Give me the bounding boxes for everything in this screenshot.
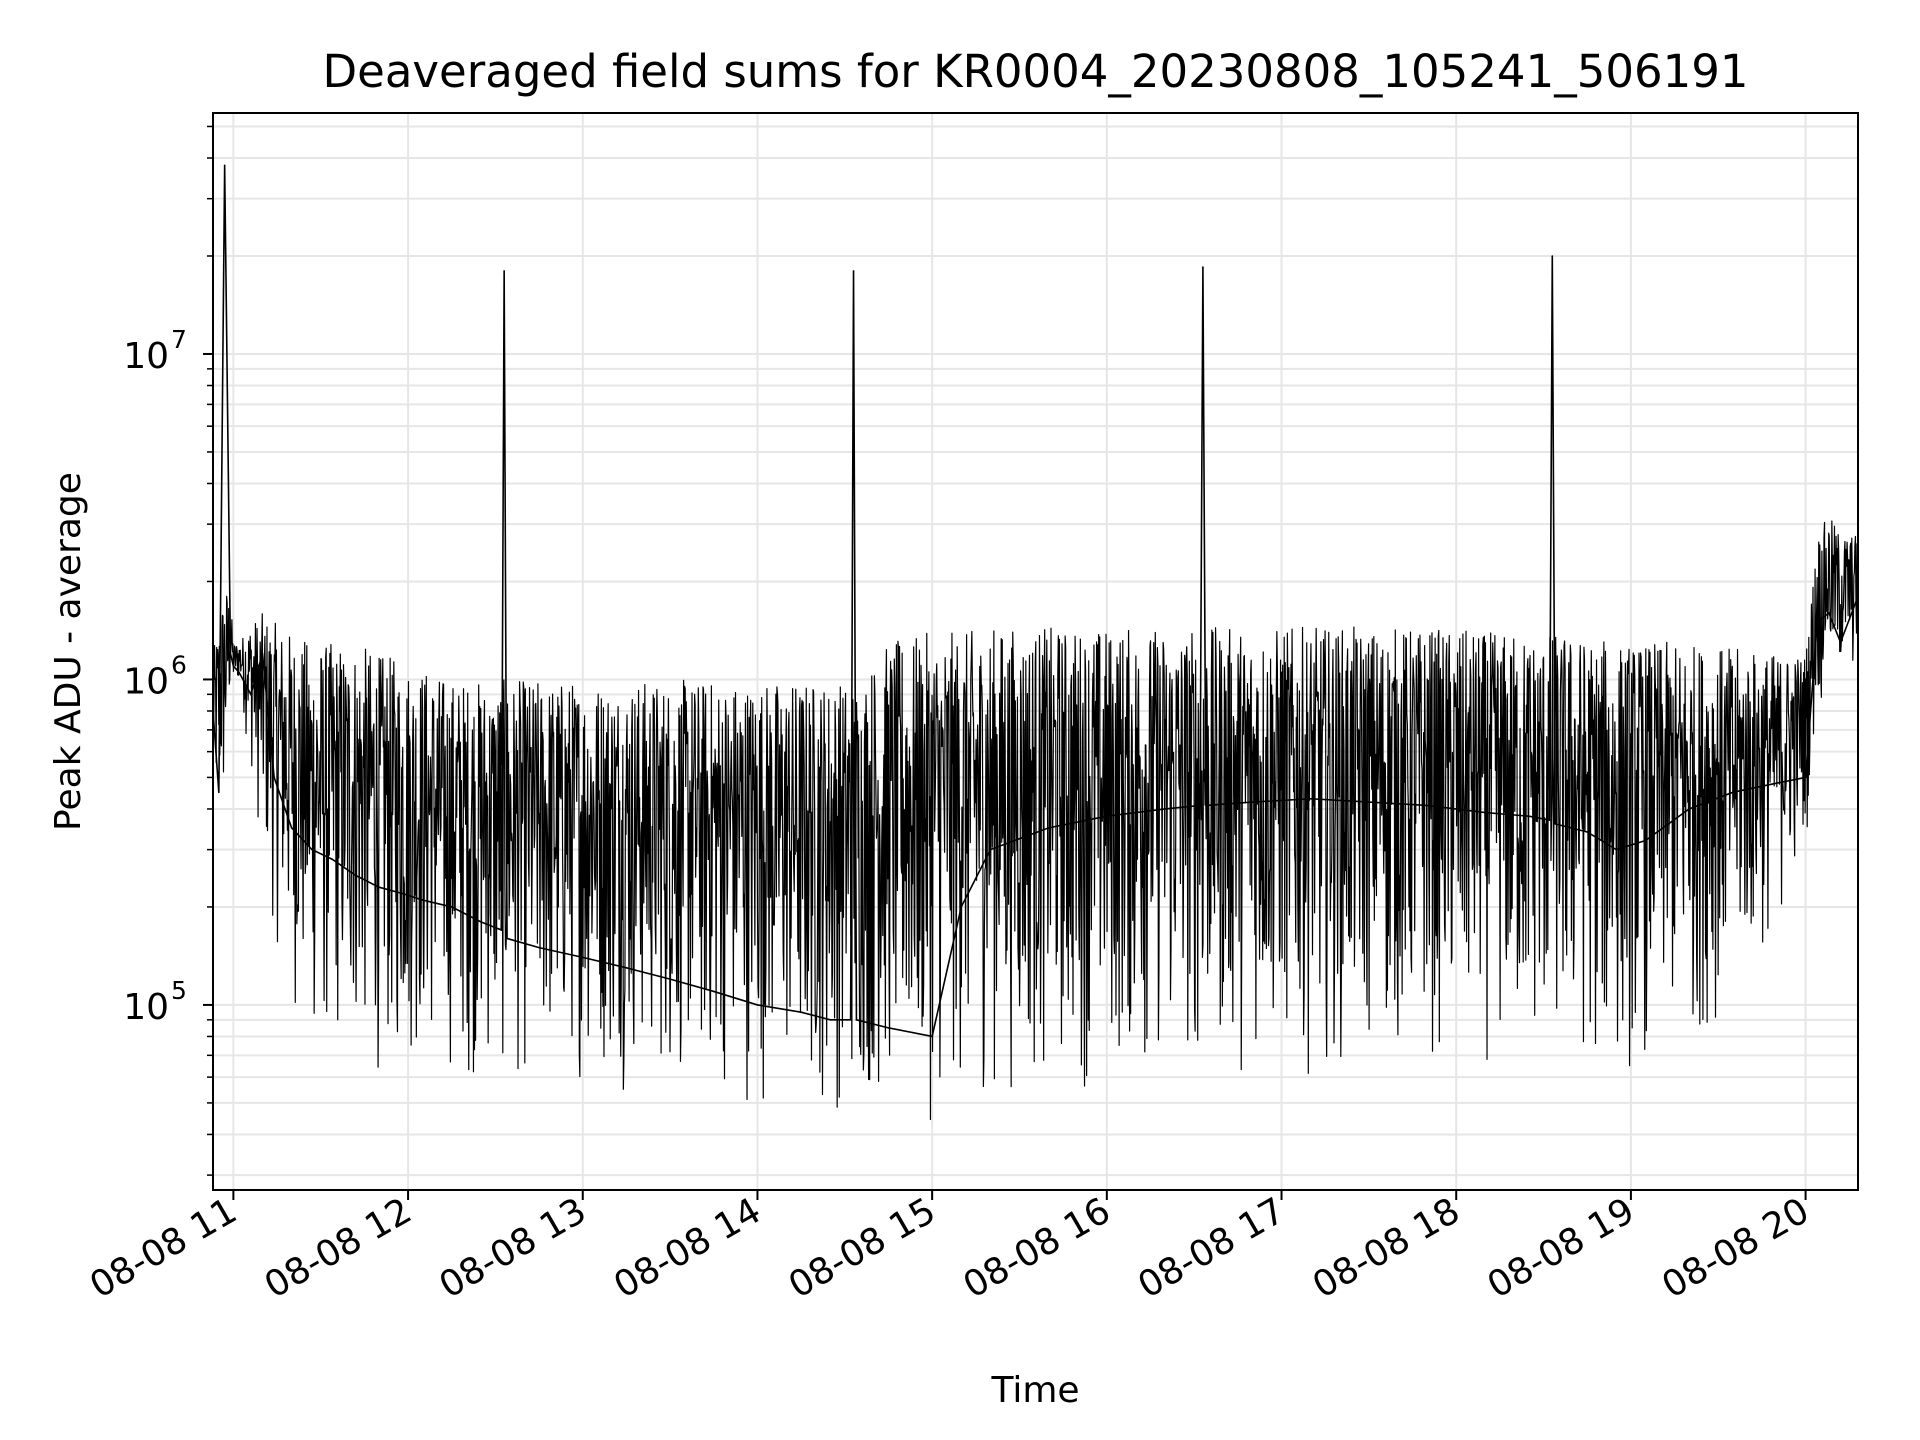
data-point — [1528, 815, 1530, 818]
data-point — [401, 892, 404, 895]
data-point — [829, 1019, 832, 1021]
data-point — [1202, 266, 1204, 268]
data-point — [1106, 815, 1108, 818]
data-point — [506, 937, 508, 940]
data-point — [538, 946, 540, 949]
data-point — [311, 848, 313, 851]
y-tick-exponent: 6 — [171, 650, 187, 679]
y-axis-label: Peak ADU - average — [48, 472, 89, 831]
data-point — [1554, 823, 1557, 825]
data-point — [989, 848, 992, 851]
data-point — [852, 270, 855, 272]
data-point — [1615, 848, 1618, 851]
data-point — [261, 652, 264, 655]
data-point — [1309, 797, 1312, 800]
data-point — [354, 874, 357, 877]
data-point — [1586, 831, 1589, 833]
data-point — [331, 858, 334, 861]
data-point — [581, 956, 584, 959]
data-point — [669, 978, 671, 980]
data-point — [1551, 255, 1554, 257]
data-point — [1199, 804, 1201, 807]
data-point — [1828, 612, 1830, 614]
data-point — [1251, 801, 1254, 803]
data-point — [1804, 776, 1807, 779]
data-line-noise — [212, 520, 1859, 1121]
data-point — [756, 1004, 759, 1006]
data-point — [625, 967, 628, 969]
data-point — [480, 921, 482, 923]
y-tick-label: 10 — [123, 661, 169, 702]
data-point — [223, 164, 226, 167]
data-point — [1484, 811, 1487, 814]
data-point — [1732, 791, 1734, 794]
data-point — [503, 270, 505, 272]
data-point — [218, 791, 220, 794]
data-point — [1644, 839, 1647, 842]
data-point — [855, 1019, 858, 1021]
data-point — [421, 899, 424, 901]
data-point — [960, 906, 963, 908]
data-point — [238, 671, 241, 674]
data-point — [1775, 782, 1778, 784]
data-point — [1205, 804, 1207, 807]
data-point — [229, 652, 232, 655]
data-point — [273, 776, 275, 779]
y-tick-exponent: 7 — [171, 325, 187, 354]
plot-frame — [212, 112, 1859, 1191]
data-point — [290, 827, 293, 829]
data-point — [887, 1027, 890, 1029]
data-point — [1688, 808, 1690, 810]
data-point — [450, 906, 453, 908]
data-point — [1839, 641, 1842, 644]
data-point — [800, 1011, 802, 1013]
data-point — [1548, 819, 1551, 821]
data-line-main — [212, 165, 1859, 1038]
data-point — [1164, 808, 1166, 810]
data-point — [849, 1019, 852, 1021]
data-point — [931, 1035, 933, 1038]
y-tick-label: 10 — [123, 336, 169, 377]
data-point — [1426, 804, 1428, 807]
data-point — [1047, 827, 1050, 829]
data-point — [232, 665, 235, 667]
data-point — [250, 693, 252, 696]
data-point — [1368, 801, 1370, 803]
data-point — [712, 990, 715, 993]
data-point — [500, 929, 503, 931]
data-point — [378, 886, 380, 888]
x-axis-label: Time — [990, 1370, 1079, 1411]
chart-title: Deaveraged field sums for KR0004_2023080… — [323, 45, 1749, 98]
y-tick-exponent: 5 — [171, 976, 187, 1005]
y-tick-label: 10 — [123, 987, 169, 1028]
data-series — [212, 164, 1859, 1121]
data-point — [1816, 621, 1819, 623]
